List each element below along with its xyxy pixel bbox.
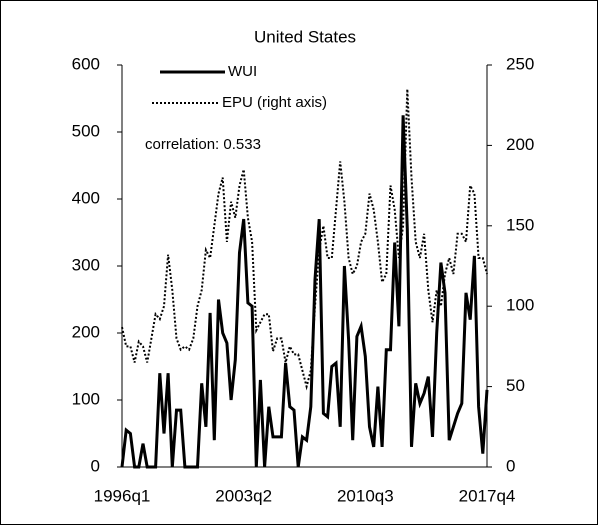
y2-tick-label: 50 — [506, 376, 525, 395]
y-tick-label: 300 — [72, 255, 100, 274]
y-tick-label: 500 — [72, 121, 100, 140]
y2-tick-label: 250 — [506, 54, 534, 73]
y-tick-label: 400 — [72, 188, 100, 207]
y2-tick-label: 0 — [506, 456, 515, 475]
y-tick-label: 200 — [72, 322, 100, 341]
legend-label: WUI — [228, 63, 257, 80]
x-tick-label: 1996q1 — [94, 486, 151, 505]
chart-title: United States — [254, 27, 356, 46]
legend-label: EPU (right axis) — [222, 94, 327, 111]
x-tick-label: 2003q2 — [215, 486, 272, 505]
y-tick-label: 0 — [91, 456, 100, 475]
x-tick-label: 2017q4 — [459, 486, 516, 505]
x-tick-label: 2010q3 — [337, 486, 394, 505]
y2-tick-label: 150 — [506, 215, 534, 234]
y2-tick-label: 100 — [506, 296, 534, 315]
y-tick-label: 600 — [72, 54, 100, 73]
series-line — [121, 89, 488, 391]
y-tick-label: 100 — [72, 389, 100, 408]
series-line — [120, 115, 489, 469]
y2-tick-label: 200 — [506, 135, 534, 154]
annotation: correlation: 0.533 — [145, 136, 261, 153]
